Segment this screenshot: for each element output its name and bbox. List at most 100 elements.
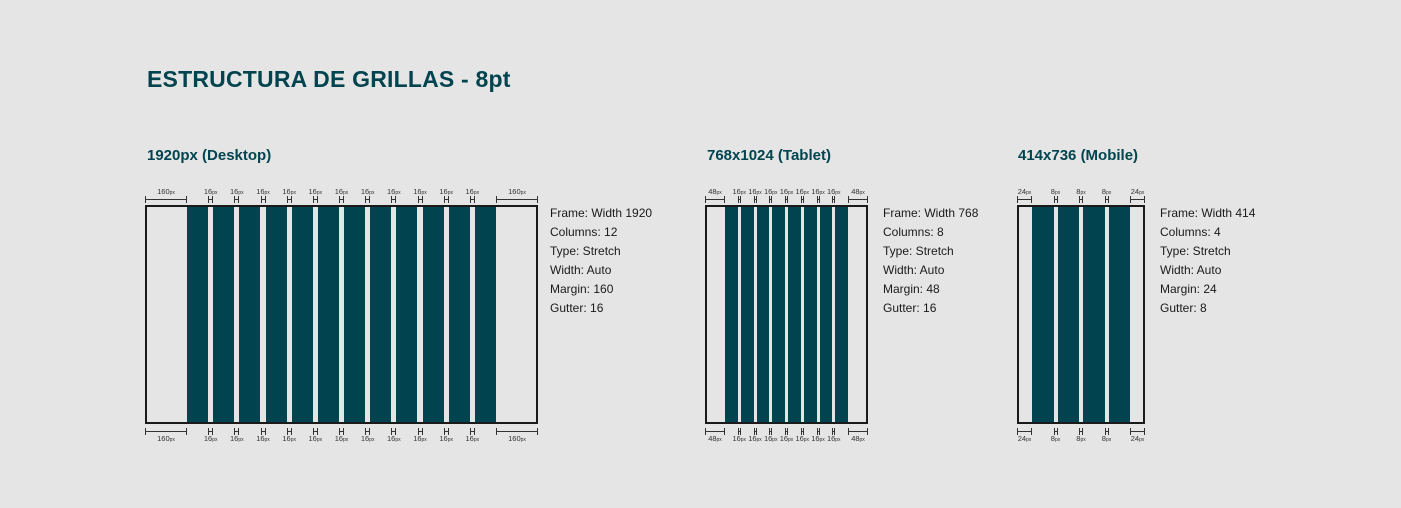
grid-column (239, 207, 261, 422)
tablet-specs: Frame: Width 768 Columns: 8 Type: Stretc… (883, 204, 978, 318)
gutter-dimension-line (286, 195, 292, 205)
gutter-dimension-label: 16px (732, 187, 747, 196)
gutter-dimension-label: 16px (748, 434, 762, 443)
gutter-dimension-label: 16px (203, 187, 218, 196)
spec-margin: Margin: 160 (550, 282, 614, 296)
gutter-dimension-line (832, 195, 836, 205)
gutter-dimension-line (753, 195, 757, 205)
gutter-dimension-line (417, 427, 423, 437)
gutter-dimension-label: 16px (439, 434, 453, 443)
grid-column (422, 207, 444, 422)
gutter-dimension-line (785, 195, 788, 205)
margin-right-dimension-line (848, 195, 868, 205)
grid-column (344, 207, 366, 422)
spec-frame: Frame: Width 1920 (550, 206, 653, 220)
gutter-dimension-label: 16px (465, 187, 480, 196)
margin-left-dimension-label: 160px (157, 187, 175, 196)
gutter-dimension-line (1053, 195, 1058, 205)
gutter-dimension-label: 16px (413, 187, 427, 196)
margin-left-dimension-label: 24px (1017, 434, 1032, 443)
gutter-dimension-label: 16px (826, 434, 841, 443)
grid-column (756, 207, 770, 422)
page-title: ESTRUCTURA DE GRILLAS - 8pt (147, 66, 511, 92)
grid-column (396, 207, 418, 422)
gutter-dimension-line (1079, 195, 1083, 205)
spec-width: Width: Auto (1160, 263, 1222, 277)
gutter-dimension-line (443, 427, 449, 437)
margin-right-dimension-line (848, 427, 868, 437)
gutter-dimension-label: 16px (256, 434, 270, 443)
margin-left-dimension-label: 48px (708, 434, 722, 443)
gutter-dimension-label: 16px (230, 434, 244, 443)
mobile-grid-frame (1017, 205, 1145, 424)
gutter-dimension-label: 16px (779, 187, 794, 196)
margin-left-dimension-line (705, 195, 725, 205)
tablet-heading: 768x1024 (Tablet) (707, 147, 831, 164)
spec-gutter: Gutter: 16 (550, 301, 604, 315)
gutter-dimension-line (391, 195, 397, 205)
gutter-dimension-label: 16px (826, 187, 841, 196)
gutter-dimension-line (286, 427, 292, 437)
gutter-dimension-line (1079, 427, 1083, 437)
desktop-heading: 1920px (Desktop) (147, 147, 272, 164)
gutter-dimension-label: 16px (779, 434, 794, 443)
grid-column (725, 207, 738, 422)
margin-right-dimension-label: 48px (851, 434, 865, 443)
grid-column (788, 207, 801, 422)
margin-right-dimension-line (1130, 195, 1145, 205)
tablet-grid-frame (705, 205, 868, 424)
spec-type: Type: Stretch (883, 244, 954, 258)
gutter-dimension-label: 16px (230, 187, 244, 196)
grid-column (213, 207, 235, 422)
gutter-dimension-line (785, 427, 788, 437)
desktop-grid-frame (145, 205, 538, 424)
gutter-dimension-line (365, 427, 371, 437)
gutter-dimension-label: 8px (1101, 434, 1112, 443)
gutter-dimension-label: 8px (1050, 187, 1061, 196)
grid-column (1108, 207, 1130, 422)
gutter-dimension-line (816, 195, 820, 205)
gutter-dimension-line (469, 195, 475, 205)
spec-width: Width: Auto (883, 263, 945, 277)
gutter-dimension-label: 16px (811, 434, 825, 443)
gutter-dimension-label: 16px (732, 434, 747, 443)
gutter-dimension-label: 16px (308, 434, 323, 443)
gutter-dimension-line (391, 427, 397, 437)
gutter-dimension-label: 16px (282, 434, 296, 443)
gutter-dimension-line (800, 427, 804, 437)
spec-type: Type: Stretch (550, 244, 621, 258)
margin-right-dimension-label: 48px (851, 187, 865, 196)
gutter-dimension-line (469, 427, 475, 437)
gutter-dimension-line (769, 195, 773, 205)
spec-type: Type: Stretch (1160, 244, 1231, 258)
margin-left-dimension-line (1017, 427, 1032, 437)
margin-right-dimension-label: 160px (508, 434, 526, 443)
gutter-dimension-label: 16px (763, 434, 778, 443)
spec-margin: Margin: 24 (1160, 282, 1217, 296)
gutter-dimension-label: 16px (795, 187, 810, 196)
gutter-dimension-line (737, 427, 741, 437)
gutter-dimension-line (1104, 195, 1109, 205)
grid-column (474, 207, 496, 422)
gutter-dimension-label: 16px (334, 434, 349, 443)
spec-columns: Columns: 4 (1160, 225, 1221, 239)
gutter-dimension-label: 8px (1076, 187, 1086, 196)
gutter-dimension-label: 16px (203, 434, 218, 443)
margin-left-dimension-label: 160px (157, 434, 175, 443)
grid-column (265, 207, 287, 422)
margin-left-dimension-label: 48px (708, 187, 722, 196)
gutter-dimension-line (832, 427, 836, 437)
gutter-dimension-label: 8px (1050, 434, 1061, 443)
spec-frame: Frame: Width 768 (883, 206, 979, 220)
margin-left-dimension-label: 24px (1017, 187, 1032, 196)
gutter-dimension-label: 16px (439, 187, 453, 196)
margin-right-dimension-label: 24px (1130, 187, 1145, 196)
gutter-dimension-label: 16px (811, 187, 825, 196)
gutter-dimension-label: 16px (748, 187, 762, 196)
margin-right-dimension-line (496, 195, 538, 205)
margin-right-dimension-line (496, 427, 538, 437)
grid-column (317, 207, 339, 422)
grid-column (772, 207, 785, 422)
gutter-dimension-line (234, 427, 240, 437)
grid-column (803, 207, 817, 422)
